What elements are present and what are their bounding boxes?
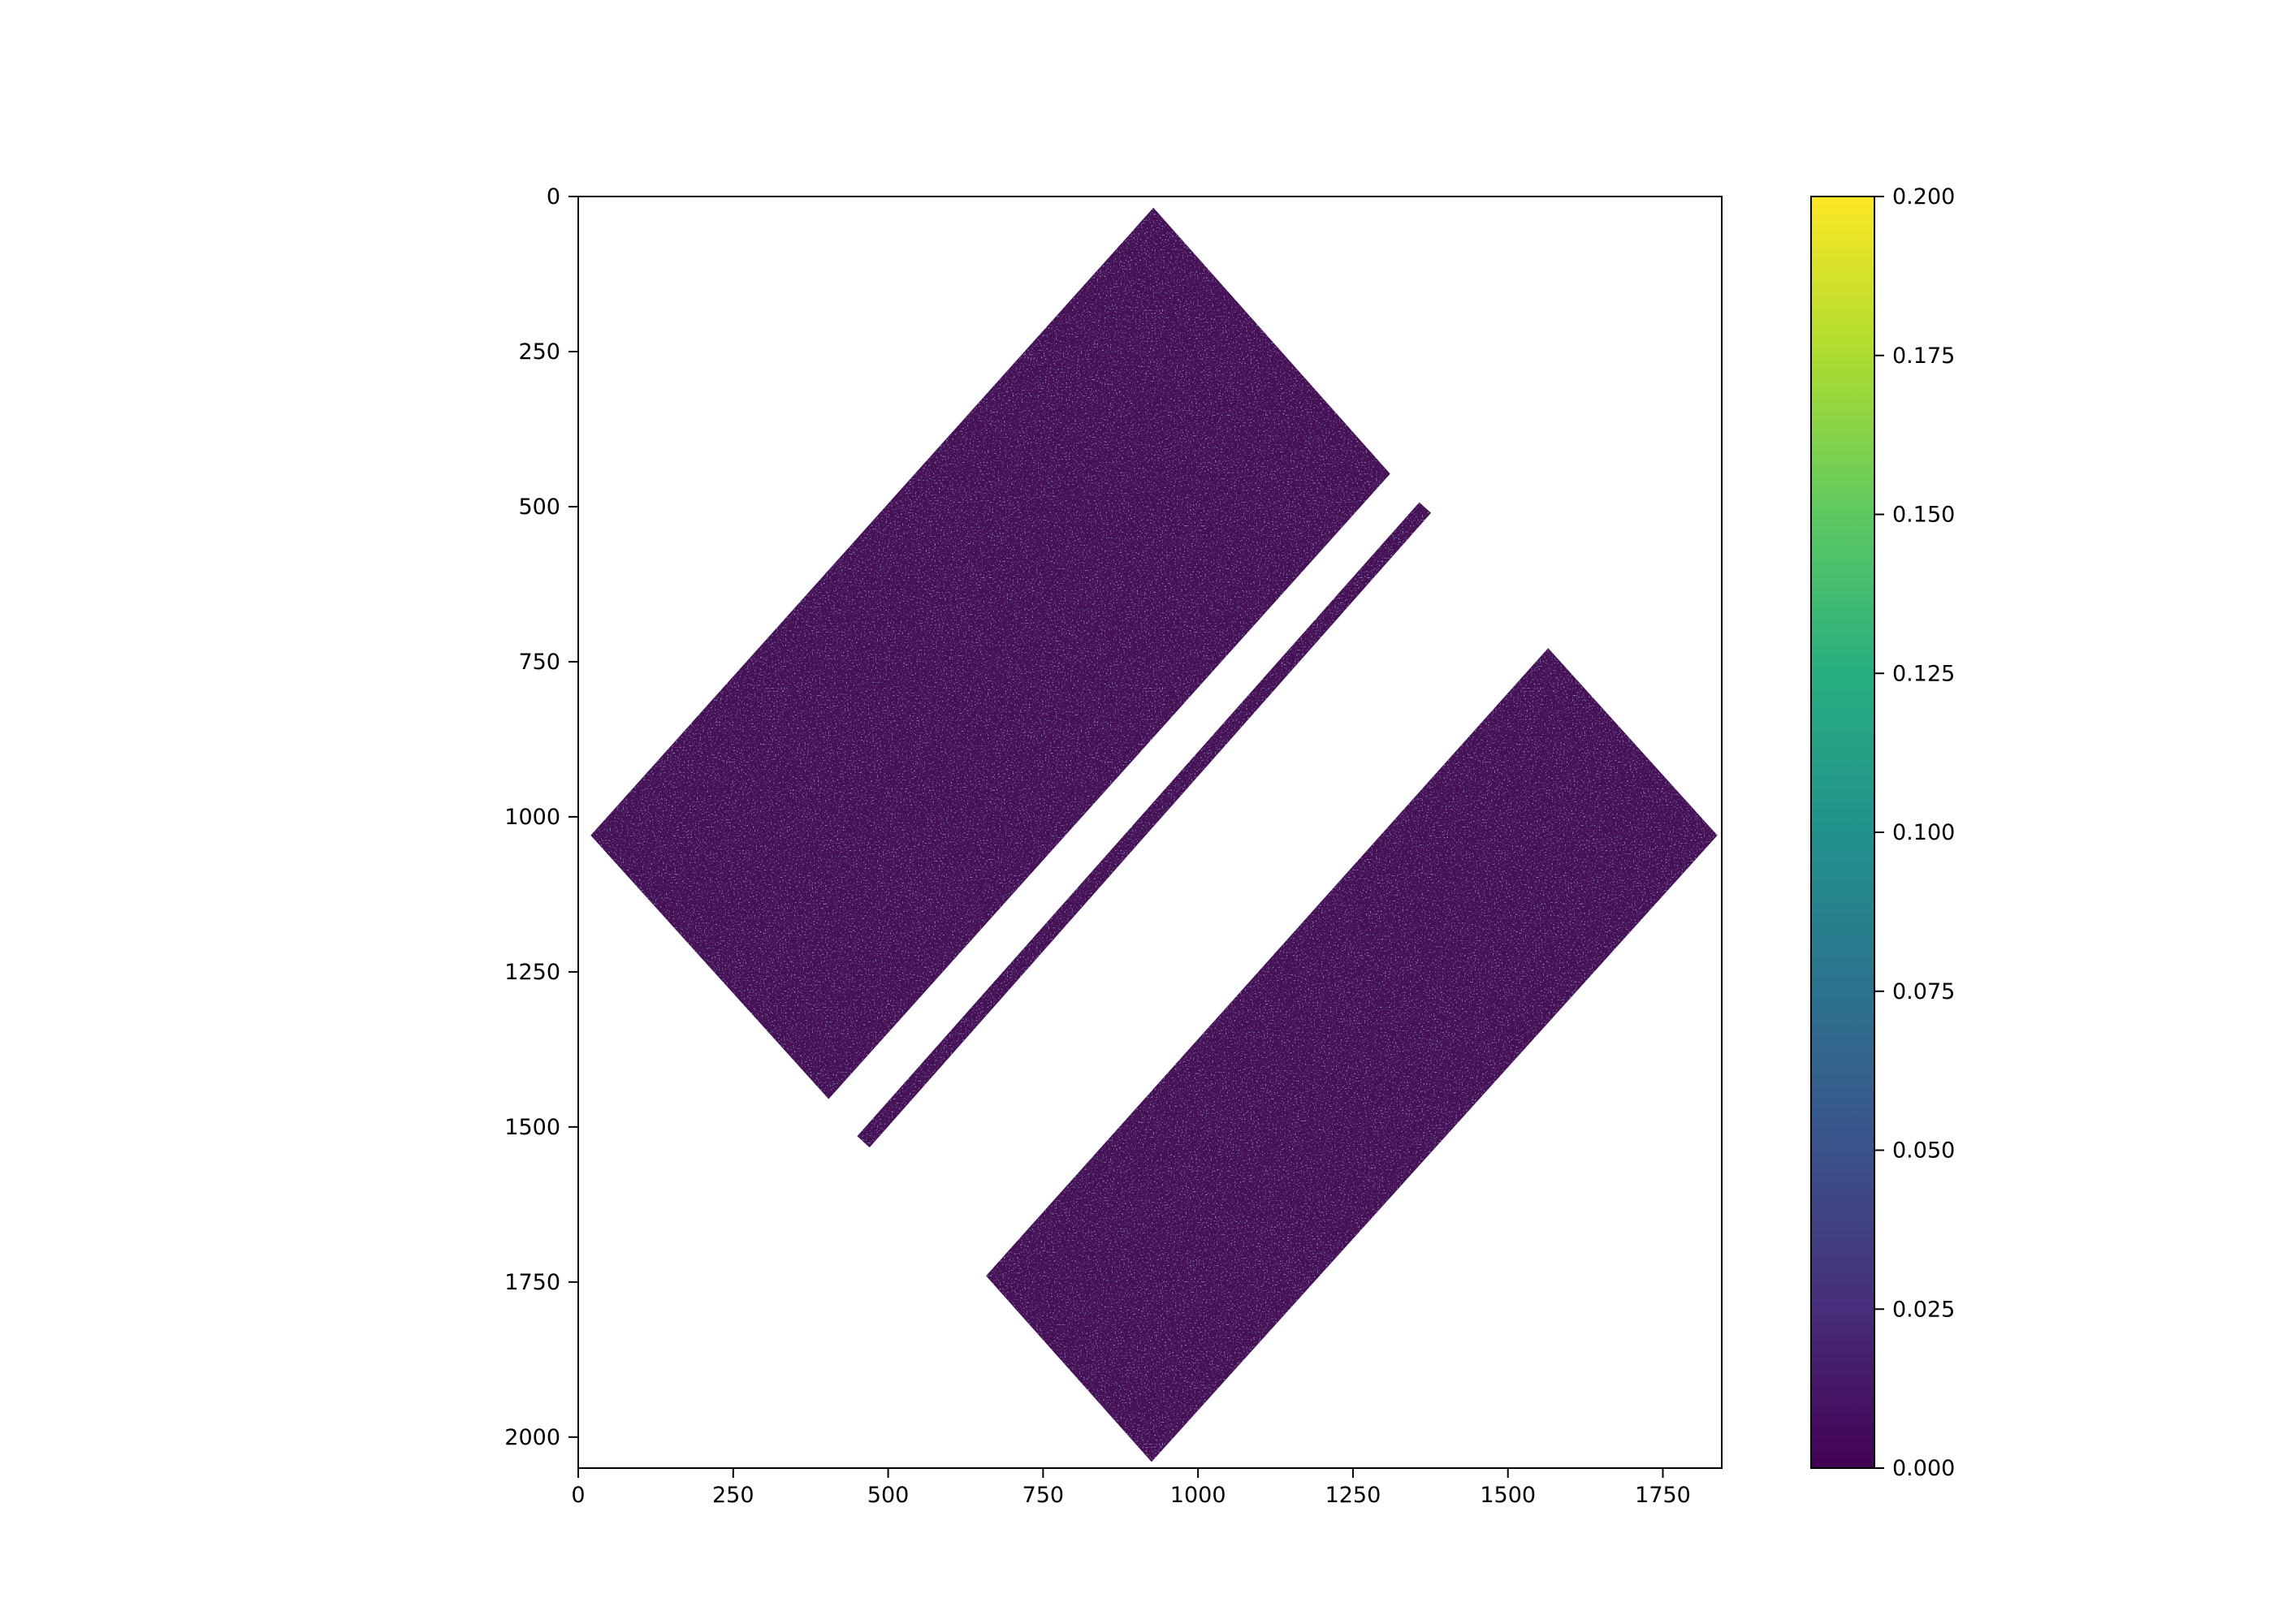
x-tick-label: 500 [867,1483,910,1508]
y-tick-label: 750 [518,650,560,675]
y-tick-label: 1000 [504,805,560,830]
colorbar-ticks: 0.000 0.025 0.050 0.075 0.100 0.125 0.150 0.175… [1874,184,1955,1481]
data-regions [590,207,1718,1462]
colorbar-gradient [1810,196,1875,1469]
region-texture-center-strip [857,502,1432,1148]
colorbar-tick-label: 0.075 [1892,979,1955,1004]
x-axis: 0 250 500 750 1000 1250 1500 1750 [571,1468,1691,1508]
colorbar-tick-label: 0.025 [1892,1297,1955,1322]
x-tick-label: 1250 [1325,1483,1381,1508]
x-tick-label: 1750 [1635,1483,1691,1508]
colorbar-tick-label: 0.100 [1892,820,1955,845]
y-tick-label: 1250 [504,960,560,985]
colorbar-tick-label: 0.000 [1892,1456,1955,1481]
colorbar-tick-label: 0.125 [1892,661,1955,686]
colorbar-tick-label: 0.150 [1892,503,1955,528]
plot-frame [577,196,1723,1469]
colorbar-tick-label: 0.175 [1892,343,1955,369]
region-texture-lower-swath [986,648,1718,1462]
y-tick-label: 500 [518,495,560,520]
colorbar-tick-label: 0.050 [1892,1138,1955,1164]
y-tick-label: 1500 [504,1115,560,1140]
colorbar: 0.000 0.025 0.050 0.075 0.100 0.125 0.150 0.175… [1810,184,1955,1481]
region-texture-upper-swath [590,207,1390,1099]
x-tick-label: 1500 [1480,1483,1536,1508]
plot-area [577,196,1723,1469]
y-axis: 0 250 500 750 1000 1250 1500 1750 2000 [504,184,578,1450]
x-tick-label: 1000 [1170,1483,1226,1508]
y-tick-label: 2000 [504,1425,560,1450]
y-tick-label: 0 [547,184,560,209]
x-tick-label: 0 [571,1483,585,1508]
y-tick-label: 1750 [504,1270,560,1295]
x-tick-label: 750 [1022,1483,1065,1508]
y-tick-label: 250 [518,339,560,365]
x-tick-label: 250 [712,1483,754,1508]
colorbar-tick-label: 0.200 [1892,184,1955,209]
